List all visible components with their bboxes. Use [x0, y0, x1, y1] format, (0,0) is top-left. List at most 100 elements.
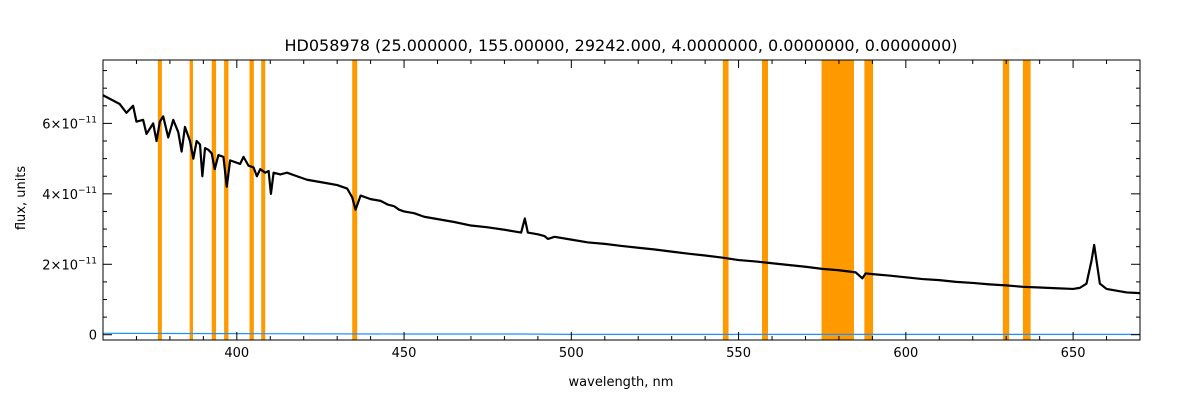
- data-point: [336, 184, 338, 186]
- data-point: [1093, 244, 1095, 246]
- data-point: [423, 216, 425, 218]
- data-point: [433, 217, 435, 220]
- data-point: [1072, 288, 1074, 290]
- data-point: [242, 156, 245, 158]
- masked-band: [249, 60, 254, 340]
- data-point: [159, 121, 161, 123]
- data-point: [1005, 284, 1007, 287]
- data-point: [177, 131, 179, 133]
- data-point: [256, 175, 258, 177]
- data-point: [135, 121, 138, 123]
- data-point: [351, 196, 353, 198]
- masked-band: [821, 60, 854, 340]
- data-point: [172, 119, 174, 121]
- masked-band: [261, 60, 266, 340]
- data-point: [326, 182, 328, 184]
- data-point: [207, 149, 209, 151]
- data-point: [861, 277, 863, 279]
- data-point: [988, 283, 991, 285]
- data-point: [470, 224, 472, 227]
- plot-frame: [102, 59, 1141, 341]
- y-tick-label: 2×10−11: [42, 256, 97, 273]
- data-point: [620, 245, 623, 247]
- data-point: [145, 133, 148, 135]
- masked-band: [211, 60, 217, 340]
- data-point: [1126, 291, 1128, 294]
- data-point: [199, 143, 201, 146]
- data-point: [196, 140, 198, 142]
- data-point: [637, 247, 639, 249]
- data-point: [247, 165, 250, 167]
- data-point: [270, 193, 272, 195]
- data-point: [1055, 287, 1057, 289]
- masked-band: [864, 60, 874, 340]
- data-point: [704, 254, 706, 257]
- masked-band: [722, 60, 729, 340]
- data-point: [537, 233, 539, 235]
- data-point: [346, 187, 348, 190]
- data-point: [189, 140, 191, 142]
- data-point: [604, 243, 606, 245]
- data-point: [654, 248, 656, 251]
- data-point: [125, 112, 128, 114]
- data-point: [398, 209, 400, 211]
- x-tick-label: 550: [726, 346, 751, 361]
- data-point: [888, 274, 890, 277]
- data-point: [234, 161, 236, 163]
- data-point: [306, 179, 308, 181]
- chart-title: HD058978 (25.000000, 155.00000, 29242.00…: [285, 36, 958, 55]
- data-point: [380, 200, 382, 202]
- masked-band: [1002, 60, 1010, 340]
- data-point: [296, 175, 298, 177]
- masked-band: [224, 60, 229, 340]
- y-tick-label: 6×10−11: [42, 115, 97, 132]
- data-point: [1090, 260, 1093, 262]
- data-point: [754, 260, 756, 263]
- y-tick-label: 4×10−11: [42, 186, 97, 203]
- masked-band: [352, 60, 358, 340]
- data-point: [737, 259, 740, 261]
- data-point: [162, 115, 164, 117]
- data-point: [547, 238, 549, 240]
- data-point: [259, 168, 261, 170]
- data-point: [109, 98, 111, 100]
- data-point: [370, 198, 372, 200]
- data-point: [386, 203, 388, 206]
- data-point: [273, 172, 275, 174]
- data-point: [553, 236, 556, 238]
- data-point: [865, 272, 867, 275]
- series-layer: [102, 94, 1141, 335]
- data-point: [543, 235, 546, 237]
- x-tick-label: 600: [893, 346, 918, 361]
- data-point: [905, 276, 907, 278]
- data-point: [487, 226, 489, 228]
- y-axis-label: flux, units: [14, 166, 29, 231]
- data-point: [152, 122, 154, 124]
- data-point: [570, 239, 572, 241]
- data-point: [955, 281, 957, 283]
- y-tick-label: 0: [89, 329, 97, 344]
- x-axis: 400 450 500 550 600 650: [102, 60, 1141, 361]
- data-point: [229, 159, 231, 161]
- data-point: [413, 212, 415, 214]
- x-tick-label: 450: [392, 346, 417, 361]
- data-point: [316, 180, 318, 183]
- data-point: [217, 154, 220, 156]
- data-point: [267, 170, 270, 172]
- data-point: [587, 241, 589, 244]
- x-tick-label: 500: [559, 346, 584, 361]
- data-point: [192, 158, 194, 160]
- y-axis: 0 2×10−11 4×10−11 6×10−11: [42, 70, 1140, 344]
- spectrum-line: [102, 94, 1141, 295]
- data-point: [453, 221, 455, 223]
- data-point: [354, 209, 357, 211]
- data-point: [201, 175, 203, 177]
- data-point: [211, 152, 213, 154]
- data-point: [167, 136, 169, 139]
- data-point: [1099, 283, 1101, 285]
- masked-band: [761, 60, 769, 340]
- error-line: [102, 332, 1140, 335]
- data-point: [804, 266, 807, 268]
- data-point: [1039, 286, 1041, 289]
- data-point: [527, 231, 529, 234]
